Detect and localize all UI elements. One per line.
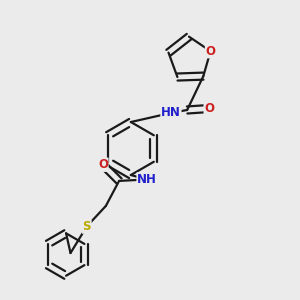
Text: S: S: [82, 220, 91, 233]
Text: NH: NH: [137, 173, 157, 186]
Text: O: O: [204, 102, 214, 115]
Text: O: O: [206, 45, 215, 58]
Text: O: O: [98, 158, 108, 171]
Text: HN: HN: [161, 106, 181, 119]
